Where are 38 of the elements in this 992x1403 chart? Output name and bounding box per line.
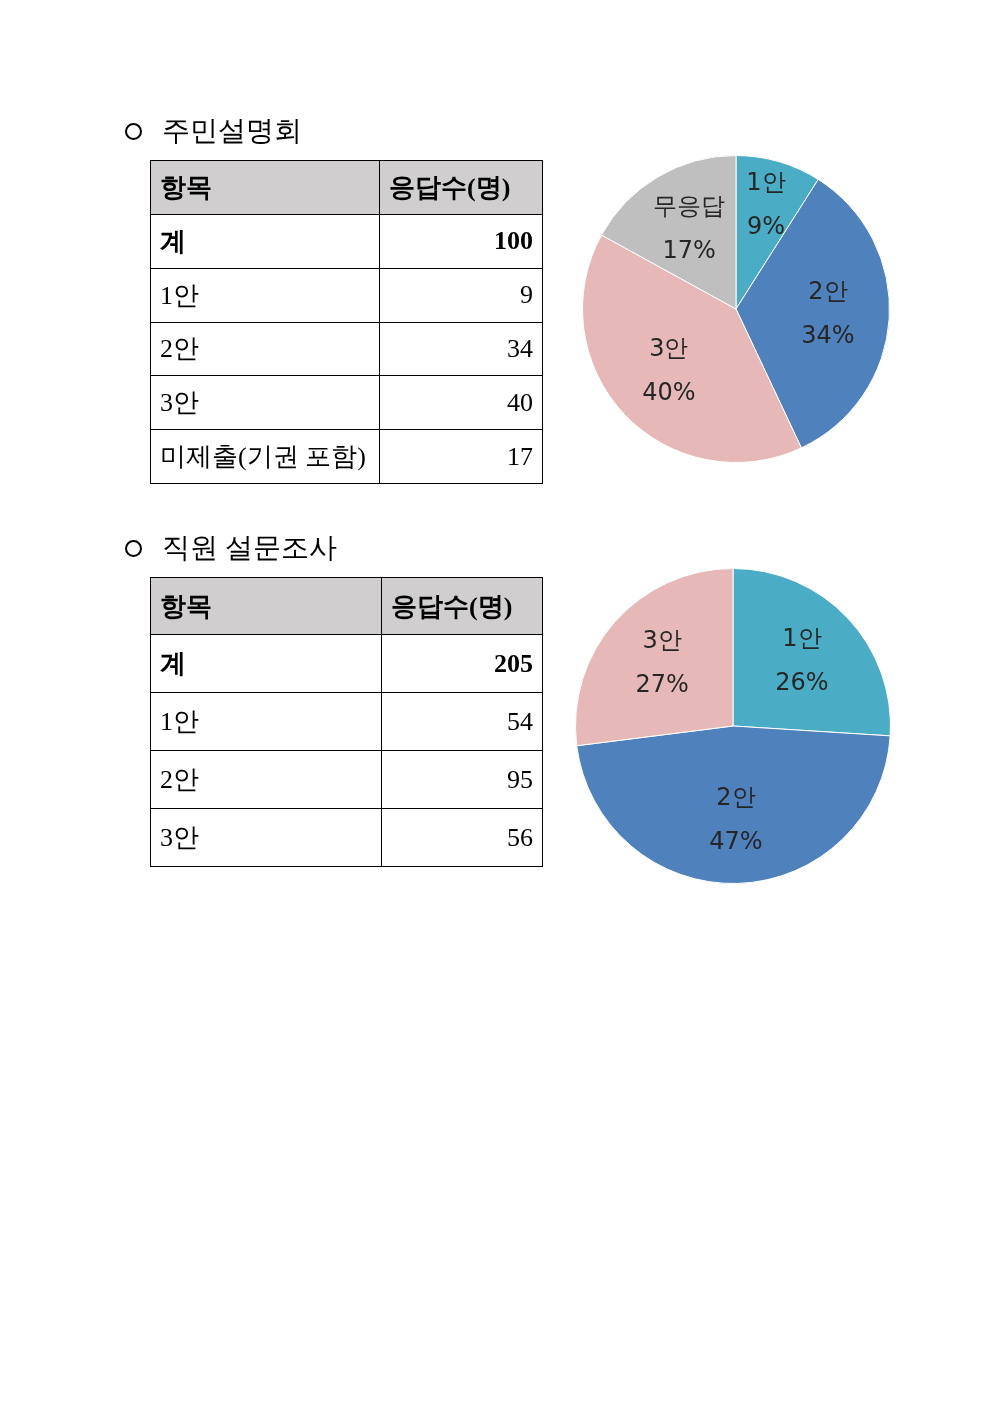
category-label: 1안 [160,280,199,310]
slice-label: 2안 [808,277,848,306]
data-label: 56 [381,808,543,867]
slice-label: 3안 [649,334,689,363]
data-label: 205 [381,634,543,693]
category-label: 3안 [160,388,199,418]
data-label: 40% [642,378,696,407]
category-label: 2안 [160,334,199,364]
category-label: 2안 [160,765,199,794]
data-label: 40 [379,375,543,430]
category-label: 계 [160,226,186,256]
slice-label: 1안 [782,623,822,652]
category-label: 1안 [160,707,199,736]
data-label: 34% [801,321,855,350]
data-label: 9% [746,212,786,241]
data-label: 47% [709,826,763,855]
slice-label: 3안 [642,625,682,654]
data-label: 26% [775,667,829,696]
slice-label: 2안 [716,782,756,811]
text: 항목 [160,173,212,202]
slice-label: 1안 [746,168,786,197]
data-label: 9 [379,268,543,323]
text: 응답수(명) [391,591,513,621]
data-label: 54 [381,692,543,751]
data-label: 34 [379,322,543,376]
text: 응답수(명) [389,173,511,202]
data-label: 95 [381,750,543,809]
data-label: 17 [379,429,543,484]
category-label: 3안 [160,823,199,852]
category-label: 미제출(기권 포함) [160,442,366,472]
slice-label: 무응답 [653,191,726,220]
category-label: 계 [160,649,186,678]
text: 주민설명회 [162,114,302,148]
text: 직원 설문조사 [162,531,337,565]
text: 항목 [160,591,212,621]
data-label: 27% [635,669,689,698]
data-label: 100 [379,214,543,269]
data-label: 17% [662,235,716,264]
